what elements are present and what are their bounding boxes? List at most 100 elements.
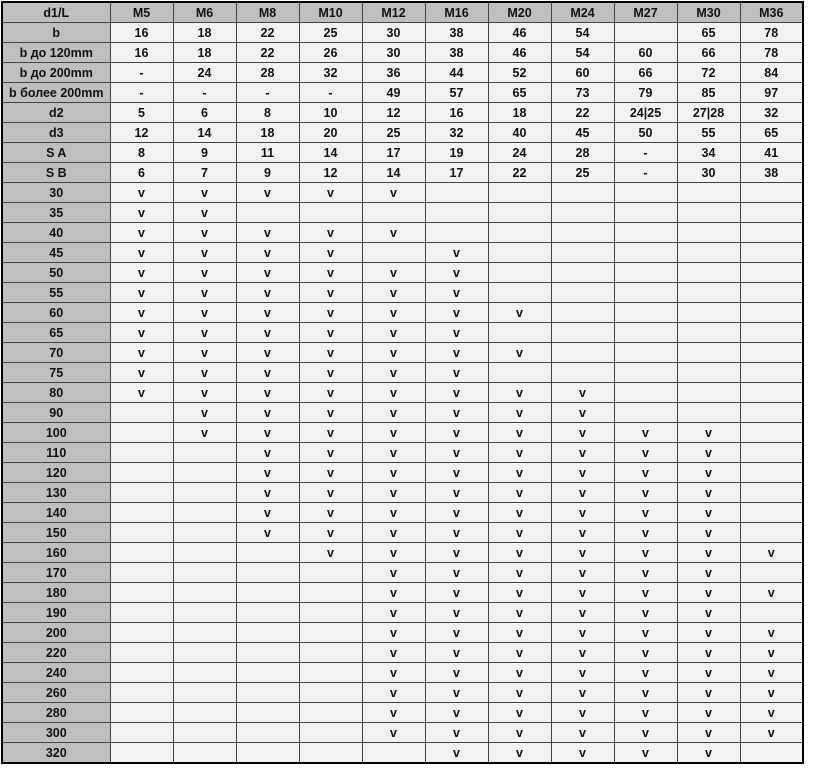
table-cell: v — [361, 482, 426, 503]
row-header: 190 — [1, 602, 111, 623]
table-cell: v — [235, 322, 300, 343]
table-row: 260 v v v v v v v — [1, 682, 804, 703]
row-header: 45 — [1, 242, 111, 263]
table-cell — [109, 502, 174, 523]
table-cell: v — [172, 242, 237, 263]
row-header: 160 — [1, 542, 111, 563]
table-cell: v — [298, 242, 363, 263]
table-cell — [109, 522, 174, 543]
table-cell — [361, 202, 426, 223]
table-cell — [235, 642, 300, 663]
table-cell — [739, 502, 804, 523]
column-header: M5 — [109, 1, 174, 23]
table-cell — [109, 702, 174, 723]
table-cell — [109, 422, 174, 443]
table-cell — [487, 282, 552, 303]
table-cell: v — [172, 362, 237, 383]
row-header: S A — [1, 142, 111, 163]
table-cell — [172, 682, 237, 703]
table-cell — [676, 262, 741, 283]
table-cell: 8 — [235, 102, 300, 123]
table-cell: - — [109, 82, 174, 103]
table-cell: v — [487, 482, 552, 503]
table-cell: 12 — [109, 122, 174, 143]
table-cell: v — [550, 462, 615, 483]
row-header: 280 — [1, 702, 111, 723]
table-cell: v — [550, 562, 615, 583]
table-cell — [172, 662, 237, 683]
table-cell: 24|25 — [613, 102, 678, 123]
table-cell — [487, 242, 552, 263]
table-cell: v — [361, 382, 426, 403]
table-cell: v — [613, 442, 678, 463]
table-cell: v — [550, 402, 615, 423]
table-cell — [109, 662, 174, 683]
table-cell — [487, 222, 552, 243]
table-cell: v — [235, 442, 300, 463]
table-cell — [613, 402, 678, 423]
column-header: M36 — [739, 1, 804, 23]
table-cell: v — [361, 282, 426, 303]
table-cell: v — [361, 542, 426, 563]
table-cell — [487, 182, 552, 203]
table-cell — [739, 442, 804, 463]
table-cell — [739, 402, 804, 423]
table-cell: v — [613, 682, 678, 703]
table-cell: 16 — [424, 102, 489, 123]
table-cell: v — [298, 362, 363, 383]
table-cell — [172, 562, 237, 583]
table-cell — [109, 622, 174, 643]
table-cell — [172, 722, 237, 743]
table-cell — [172, 742, 237, 764]
table-cell: v — [676, 642, 741, 663]
row-header: 260 — [1, 682, 111, 703]
table-cell: v — [550, 502, 615, 523]
table-cell: v — [235, 482, 300, 503]
table-cell: v — [487, 742, 552, 764]
table-cell: 9 — [235, 162, 300, 183]
table-cell — [424, 202, 489, 223]
table-cell: v — [424, 282, 489, 303]
table-row: 150 v v v v v v v v — [1, 522, 804, 543]
table-cell: v — [109, 322, 174, 343]
table-cell: v — [676, 622, 741, 643]
table-cell — [487, 202, 552, 223]
table-cell: v — [109, 202, 174, 223]
column-header: M6 — [172, 1, 237, 23]
table-cell: v — [172, 302, 237, 323]
table-row: S A 8 9 11 14 17 19 24 28-34 41 — [1, 142, 804, 163]
table-cell: v — [172, 262, 237, 283]
table-cell: v — [613, 462, 678, 483]
table-cell: 12 — [361, 102, 426, 123]
table-cell: v — [361, 222, 426, 243]
table-cell — [361, 742, 426, 764]
table-cell: v — [550, 522, 615, 543]
row-header: 110 — [1, 442, 111, 463]
table-body: d1/L M5 M6 M8 M10 M12 M16 M20 M24 M27 M30 M36 b 16 18 2… — [1, 1, 804, 764]
table-cell: 18 — [172, 22, 237, 43]
table-cell: v — [361, 442, 426, 463]
table-cell — [109, 642, 174, 663]
table-cell: v — [424, 402, 489, 423]
table-cell — [172, 702, 237, 723]
table-cell: v — [613, 482, 678, 503]
table-cell: v — [424, 582, 489, 603]
table-cell: v — [424, 682, 489, 703]
table-row: 130 v v v v v v v v — [1, 482, 804, 503]
table-cell: v — [235, 422, 300, 443]
table-cell: 25 — [298, 22, 363, 43]
table-cell: v — [739, 542, 804, 563]
table-cell — [361, 242, 426, 263]
table-cell: 20 — [298, 122, 363, 143]
table-cell: v — [739, 682, 804, 703]
table-cell: 57 — [424, 82, 489, 103]
table-cell — [235, 542, 300, 563]
table-row: 190 v v v v v v — [1, 602, 804, 623]
table-cell — [739, 602, 804, 623]
table-cell: 25 — [550, 162, 615, 183]
table-cell: v — [487, 562, 552, 583]
table-cell: v — [298, 442, 363, 463]
table-cell: v — [487, 542, 552, 563]
row-header: b до 200mm — [1, 62, 111, 83]
table-cell — [172, 522, 237, 543]
